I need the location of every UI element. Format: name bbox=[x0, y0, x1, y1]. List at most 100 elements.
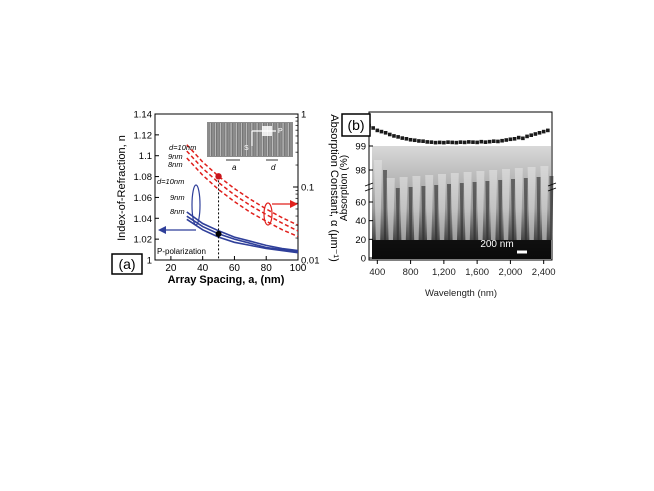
panel-a-left-tick-label: 1.1 bbox=[139, 151, 152, 162]
sem-shadow bbox=[549, 176, 554, 240]
absorption-marker bbox=[537, 131, 542, 135]
panel-b-y-tick-label: 40 bbox=[355, 216, 366, 227]
polarization-label: P-polarization bbox=[157, 247, 206, 256]
sem-shadow bbox=[447, 184, 451, 240]
panel-a: P S a d 20 40 60 80 100 1 1.02 1.04 1.06 1.08 1.1 1… bbox=[111, 110, 340, 286]
panel-b-x-tick-label: 400 bbox=[369, 267, 385, 278]
panel-b-label: (b) bbox=[347, 117, 364, 133]
abs-label-10nm: d=10nm bbox=[169, 143, 196, 152]
absorption-marker bbox=[546, 128, 550, 133]
panel-b-x-tick-label: 800 bbox=[403, 267, 419, 278]
panel-a-label-box bbox=[111, 253, 143, 275]
inset-d-label: d bbox=[271, 163, 276, 172]
inset-nanorod bbox=[245, 123, 248, 156]
panel-b-y-tick-label: 98 bbox=[355, 166, 366, 177]
abs-label-8nm: 8nm bbox=[168, 160, 183, 169]
absorption-marker bbox=[371, 126, 375, 130]
inset-nanorod bbox=[271, 123, 274, 156]
sem-shadow bbox=[485, 181, 490, 240]
sem-nanorod bbox=[450, 173, 459, 240]
axis-break-left bbox=[364, 182, 374, 192]
absorption-marker bbox=[429, 140, 434, 144]
scale-bar-label: 200 nm bbox=[480, 239, 513, 250]
panel-a-right-tick-label: 1 bbox=[301, 110, 306, 121]
absorption-marker bbox=[446, 140, 450, 144]
panel-a-right-axis-title: Absorption Constant, α (μm⁻¹) bbox=[328, 114, 340, 262]
sem-shadow bbox=[421, 186, 426, 240]
panel-a-left-tick-label: 1.12 bbox=[134, 130, 153, 141]
sem-shadow bbox=[383, 170, 387, 240]
sem-shadow bbox=[459, 183, 464, 240]
index-label-10nm: d=10nm bbox=[157, 177, 184, 186]
inset-nanorod bbox=[255, 123, 259, 156]
inset-nanorod bbox=[235, 123, 238, 156]
panel-a-right-tick-label: 0.1 bbox=[301, 183, 314, 194]
sem-nanorod bbox=[527, 167, 536, 240]
index-label-8nm: 8nm bbox=[170, 207, 185, 216]
absorption-marker bbox=[375, 128, 380, 133]
absorption-marker bbox=[412, 138, 417, 143]
panel-a-x-tick-label: 40 bbox=[197, 263, 209, 274]
sem-nanorod bbox=[502, 169, 510, 240]
absorption-curve-0 bbox=[186, 144, 298, 226]
panel-b: 200 nm 400 800 1,200 1,600 2,000 2,4009998604… bbox=[339, 111, 557, 299]
panel-b-x-tick-label: 2,400 bbox=[532, 267, 556, 278]
absorption-marker bbox=[425, 140, 430, 144]
sem-nanorod bbox=[438, 174, 446, 240]
panel-a-left-tick-label: 1.04 bbox=[134, 214, 153, 225]
panel-a-x-tick-label: 100 bbox=[290, 263, 307, 274]
index-curve-2 bbox=[186, 218, 298, 254]
inset-nanorod bbox=[240, 123, 243, 156]
absorption-marker bbox=[454, 140, 459, 145]
inset-nanorod bbox=[229, 123, 233, 156]
sem-nanorod bbox=[374, 160, 382, 240]
panel-a-left-tick-label: 1.02 bbox=[134, 235, 153, 246]
absorption-marker bbox=[396, 135, 400, 139]
inset-nanorod bbox=[266, 123, 269, 156]
absorption-curve-1 bbox=[186, 150, 298, 232]
sem-shadow bbox=[395, 188, 400, 240]
panel-a-right-tick-label: 0.01 bbox=[301, 256, 320, 267]
absorption-marker bbox=[504, 138, 509, 142]
inset-nanorod bbox=[261, 123, 264, 156]
sem-nanorod bbox=[476, 171, 485, 240]
absorption-marker bbox=[533, 132, 538, 136]
absorption-marker bbox=[516, 135, 521, 140]
panel-b-x-axis-title: Wavelength (nm) bbox=[425, 288, 497, 299]
sem-shadow bbox=[498, 180, 503, 240]
panel-a-left-tick-label: 1.06 bbox=[134, 193, 153, 204]
sem-image: 200 nm bbox=[372, 146, 554, 259]
absorption-marker bbox=[458, 140, 463, 144]
panel-a-x-tick-label: 20 bbox=[165, 263, 177, 274]
absorption-marker bbox=[521, 136, 525, 141]
sem-shadow bbox=[472, 182, 477, 240]
axis-break-right bbox=[547, 182, 557, 192]
panel-b-y-tick-label: 20 bbox=[355, 235, 366, 246]
panel-b-y-tick-label: 99 bbox=[355, 142, 366, 153]
sem-shadow bbox=[434, 185, 439, 240]
inset-nanorod bbox=[276, 123, 280, 156]
absorption-marker bbox=[508, 137, 513, 142]
panel-b-y-tick-label: 60 bbox=[355, 198, 366, 209]
absorption-marker bbox=[433, 140, 438, 145]
panel-b-x-tick-label: 1,200 bbox=[432, 267, 456, 278]
absorption-marker bbox=[496, 139, 500, 144]
panel-b-x-tick-label: 1,600 bbox=[465, 267, 489, 278]
sem-nanorod bbox=[463, 172, 472, 240]
inset-s-label: S bbox=[244, 145, 249, 152]
absorption-marker bbox=[487, 139, 492, 144]
absorption-marker bbox=[442, 140, 446, 145]
sem-nanorod bbox=[514, 168, 523, 240]
panel-a-left-axis-title: Index-of-Refraction, n bbox=[116, 135, 128, 241]
absorption-marker bbox=[400, 136, 405, 140]
marker-index-point bbox=[215, 230, 222, 237]
absorption-marker bbox=[500, 138, 504, 143]
absorption-marker bbox=[512, 137, 517, 141]
absorption-marker bbox=[525, 134, 529, 139]
inset-nanorod bbox=[287, 123, 290, 156]
panel-b-label-box bbox=[341, 113, 371, 137]
absorption-marker bbox=[450, 140, 454, 145]
sem-shadow bbox=[536, 177, 541, 240]
absorption-marker bbox=[421, 139, 425, 143]
sem-nanorod bbox=[412, 176, 421, 240]
